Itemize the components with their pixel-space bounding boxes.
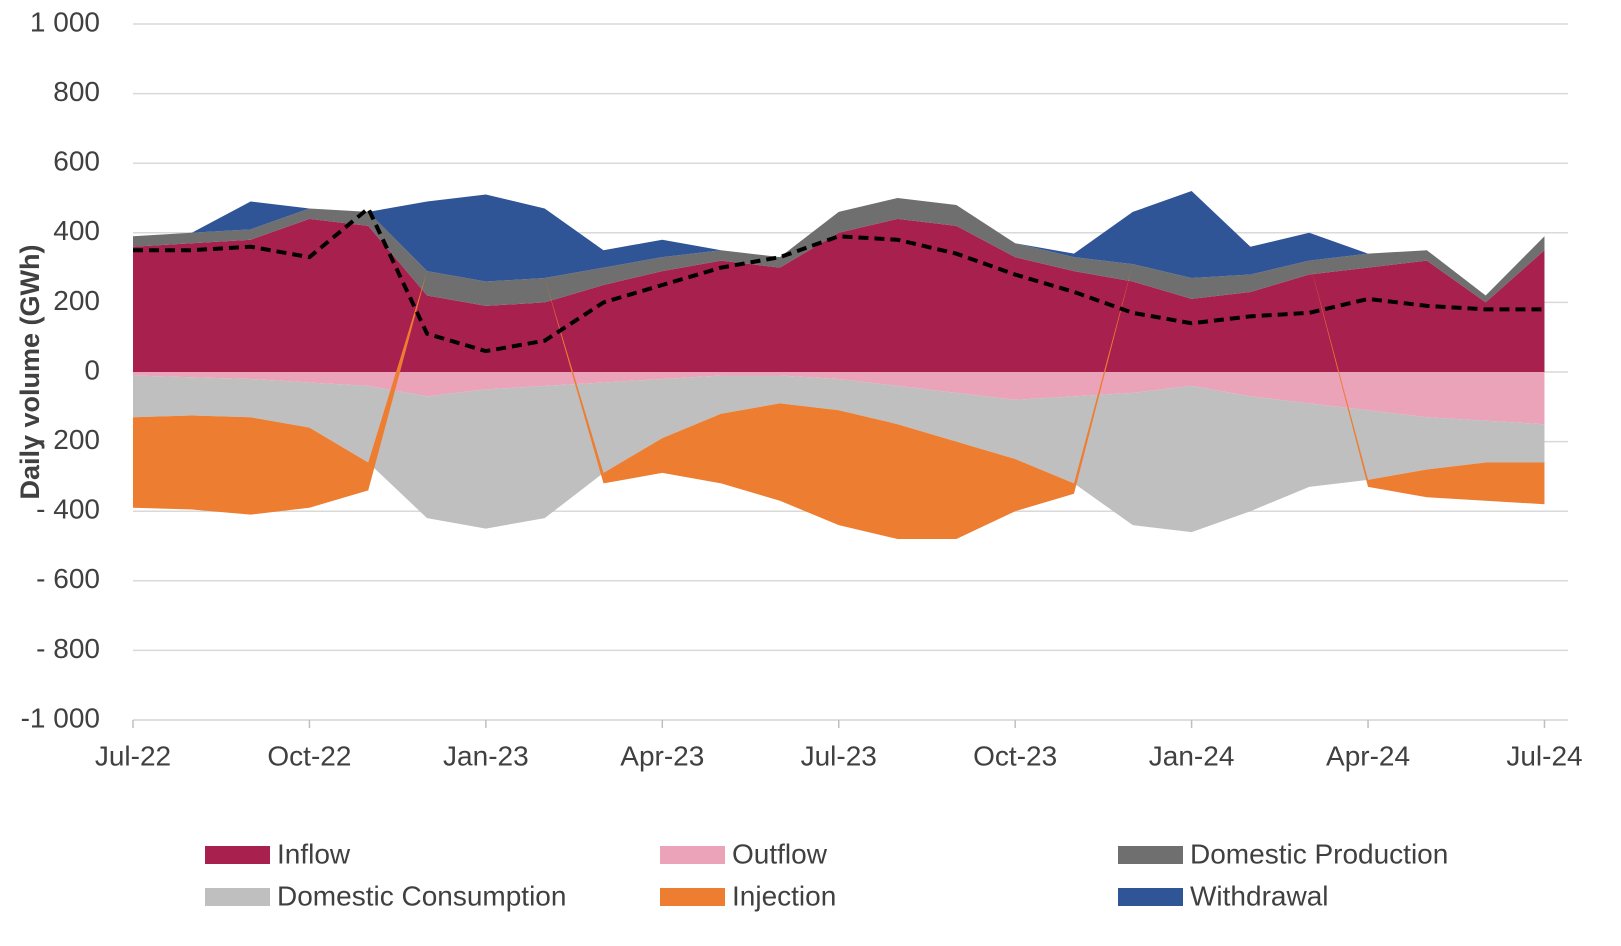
x-tick-label: Jul-22 <box>95 740 171 771</box>
y-tick-label: - 400 <box>36 494 100 525</box>
y-tick-label: - 800 <box>36 633 100 664</box>
legend-label: Domestic Consumption <box>277 880 566 911</box>
legend-swatch <box>1118 846 1183 864</box>
legend-swatch <box>205 888 270 906</box>
areas <box>133 191 1545 540</box>
y-tick-label: 600 <box>53 146 100 177</box>
x-tick-label: Jul-24 <box>1506 740 1582 771</box>
y-axis-title: Daily volume (GWh) <box>15 244 45 499</box>
legend-label: Inflow <box>277 838 351 869</box>
x-tick-label: Jul-23 <box>801 740 877 771</box>
y-tick-label: 0 <box>84 354 100 385</box>
area <box>133 198 1545 306</box>
area <box>133 260 1545 540</box>
x-tick-label: Apr-24 <box>1326 740 1410 771</box>
y-tick-label: - 600 <box>36 563 100 594</box>
y-tick-label: 800 <box>53 76 100 107</box>
legend-swatch <box>1118 888 1183 906</box>
area <box>133 375 1545 533</box>
y-tick-label: -1 000 <box>21 702 100 733</box>
x-tick-label: Jan-23 <box>443 740 529 771</box>
x-tick-label: Oct-23 <box>973 740 1057 771</box>
legend-swatch <box>660 888 725 906</box>
area <box>133 191 1545 296</box>
legend-swatch <box>660 846 725 864</box>
legend-label: Injection <box>732 880 836 911</box>
legend-label: Domestic Production <box>1190 838 1448 869</box>
legend-label: Outflow <box>732 838 828 869</box>
x-tick-label: Jan-24 <box>1149 740 1235 771</box>
area <box>133 372 1545 425</box>
y-tick-label: 200 <box>53 285 100 316</box>
y-tick-label: - 200 <box>36 424 100 455</box>
x-tick-label: Oct-22 <box>267 740 351 771</box>
legend-label: Withdrawal <box>1190 880 1328 911</box>
x-tick-label: Apr-23 <box>620 740 704 771</box>
y-tick-label: 1 000 <box>30 6 100 37</box>
area <box>133 218 1545 372</box>
y-tick-label: 400 <box>53 215 100 246</box>
legend-swatch <box>205 846 270 864</box>
